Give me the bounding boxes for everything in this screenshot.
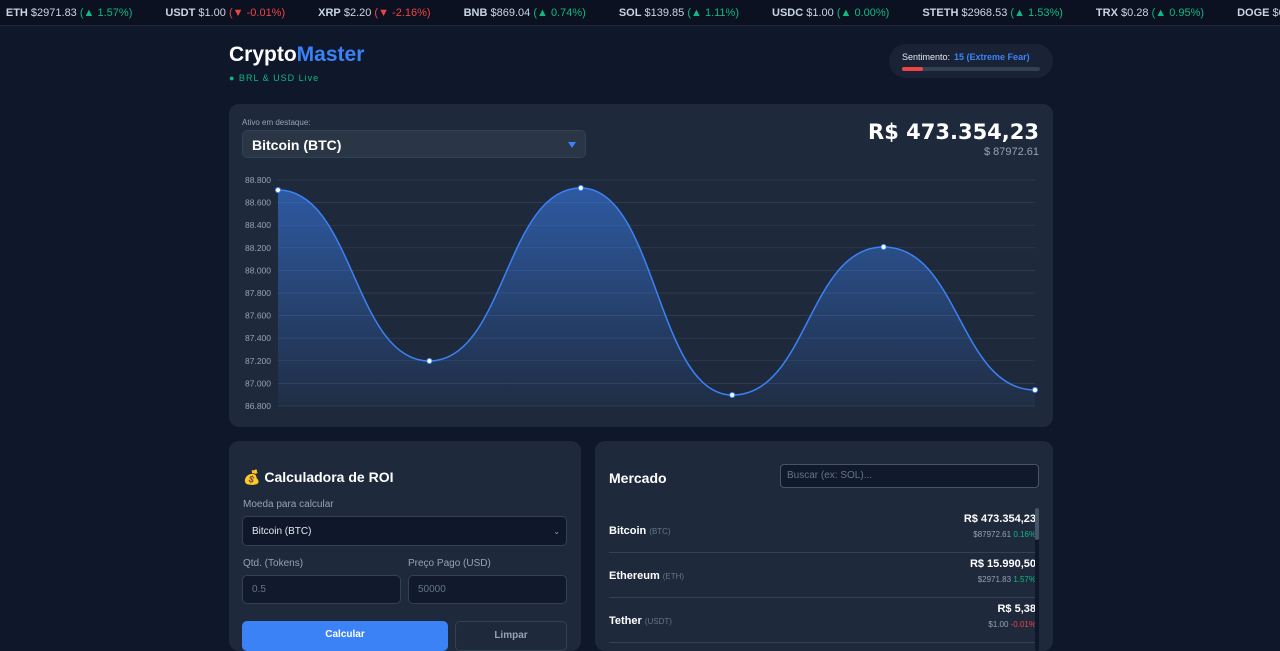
- scrollbar[interactable]: [1035, 508, 1039, 651]
- data-point: [577, 184, 584, 192]
- coin-price-brl: R$ 15.990,50: [969, 558, 1036, 570]
- coin-name: Tether (USDT): [609, 615, 672, 627]
- sentiment-widget: Sentimento: 15 (Extreme Fear): [889, 44, 1053, 78]
- money-bag-icon: 💰: [243, 469, 261, 485]
- price-chart: 88.800 88.600 88.400 88.200 88.000 87.800 87.6…: [245, 175, 1039, 411]
- sentiment-value: 15 (Extreme Fear): [954, 52, 1030, 62]
- data-point: [729, 391, 736, 399]
- market-row[interactable]: Ethereum (ETH) R$ 15.990,50 $2971.83 1.57…: [609, 553, 1036, 598]
- qty-label: Qtd. (Tokens): [243, 558, 304, 569]
- ticker-item: TRX $0.28 (▲ 0.95%): [1095, 7, 1205, 19]
- coin-price-brl: R$ 473.354,23: [963, 513, 1036, 525]
- y-tick-label: 88.000: [245, 265, 271, 275]
- y-tick-label: 87.400: [245, 333, 271, 343]
- market-title: Mercado: [609, 470, 667, 486]
- arrow-up-icon: ▲: [83, 7, 98, 19]
- asset-select[interactable]: Bitcoin (BTC): [242, 130, 586, 158]
- ticker-item: ETH $2971.83 (▲ 1.57%): [5, 7, 133, 19]
- area-fill: [278, 188, 1035, 406]
- market-search-input[interactable]: Buscar (ex: SOL)...: [780, 464, 1039, 488]
- qty-input[interactable]: 0.5: [242, 575, 401, 604]
- y-tick-label: 88.800: [245, 175, 271, 185]
- coin-name: Ethereum (ETH): [609, 570, 685, 582]
- calculate-button[interactable]: Calcular: [242, 621, 448, 651]
- price-usd: $ 87972.61: [983, 146, 1039, 158]
- y-tick-label: 87.800: [245, 288, 271, 298]
- y-tick-label: 88.600: [245, 198, 271, 208]
- featured-label: Ativo em destaque:: [242, 118, 311, 127]
- sentiment-bar: [902, 67, 1040, 71]
- coin-label: Moeda para calcular: [243, 499, 334, 510]
- arrow-up-icon: ▲: [1014, 7, 1029, 19]
- ticker-item: BNB $869.04 (▲ 0.74%): [463, 7, 586, 19]
- roi-calculator: 💰 Calculadora de ROI Moeda para calcular…: [229, 441, 581, 651]
- data-point: [880, 243, 887, 251]
- logo: CryptoMaster: [229, 43, 365, 66]
- price-ticker: 0.16%)ETH $2971.83 (▲ 1.57%)USDT $1.00 (…: [0, 0, 1280, 26]
- arrow-up-icon: ▲: [840, 7, 855, 19]
- arrow-up-icon: ▲: [691, 7, 705, 19]
- caret-down-icon: [568, 142, 576, 148]
- sentiment-label: Sentimento:: [902, 52, 951, 62]
- arrow-up-icon: ▲: [1155, 7, 1170, 19]
- y-tick-label: 88.400: [245, 220, 271, 230]
- ticker-item: SOL $139.85 (▲ 1.11%): [618, 7, 739, 19]
- data-point: [274, 186, 282, 194]
- featured-chart-card: Ativo em destaque: Bitcoin (BTC) R$ 473.…: [229, 104, 1053, 427]
- live-indicator: ● BRL & USD Live: [229, 73, 320, 83]
- arrow-up-icon: ▲: [536, 7, 551, 19]
- coin-price-usd: $1.00 -0.01%: [988, 620, 1036, 629]
- y-tick-label: 88.200: [245, 243, 271, 253]
- chevron-down-icon: ⌄: [553, 526, 560, 536]
- price-input[interactable]: 50000: [408, 575, 567, 604]
- ticker-item: USDC $1.00 (▲ 0.00%): [772, 7, 890, 19]
- ticker-item: USDT $1.00 (▼ -0.01%): [165, 7, 286, 19]
- market-panel: Mercado Buscar (ex: SOL)... Bitcoin (BTC)…: [595, 441, 1053, 651]
- ticker-item: STETH $2968.53 (▲ 1.53%): [922, 7, 1063, 19]
- ticker-item: XRP $2.20 (▼ -2.16%): [318, 7, 431, 19]
- arrow-down-icon: ▼: [378, 7, 393, 19]
- coin-price-usd: $2971.83 1.57%: [977, 575, 1036, 584]
- price-brl: R$ 473.354,23: [868, 120, 1039, 144]
- coin-price-usd: $87972.61 0.16%: [973, 530, 1036, 539]
- y-tick-label: 87.200: [245, 356, 271, 366]
- clear-button[interactable]: Limpar: [455, 621, 567, 651]
- data-point: [1031, 386, 1039, 394]
- series-line: [277, 187, 1036, 396]
- price-label: Preço Pago (USD): [408, 558, 491, 569]
- coin-price-brl: R$ 5,38: [997, 603, 1036, 615]
- ticker-item: DOGE $0.15 (▲ 0.81%): [1237, 7, 1280, 19]
- market-row[interactable]: Bitcoin (BTC) R$ 473.354,23 $87972.61 0.1…: [609, 508, 1036, 553]
- coin-select[interactable]: Bitcoin (BTC) ⌄: [242, 516, 567, 546]
- arrow-down-icon: ▼: [232, 7, 247, 19]
- coin-name: Bitcoin (BTC): [609, 525, 671, 537]
- y-tick-label: 87.000: [245, 378, 271, 388]
- y-tick-label: 87.600: [245, 311, 271, 321]
- y-tick-label: 86.800: [245, 401, 271, 411]
- market-row[interactable]: Tether (USDT) R$ 5,38 $1.00 -0.01%: [609, 598, 1036, 643]
- data-point: [426, 357, 433, 365]
- roi-title: 💰 Calculadora de ROI: [243, 469, 394, 485]
